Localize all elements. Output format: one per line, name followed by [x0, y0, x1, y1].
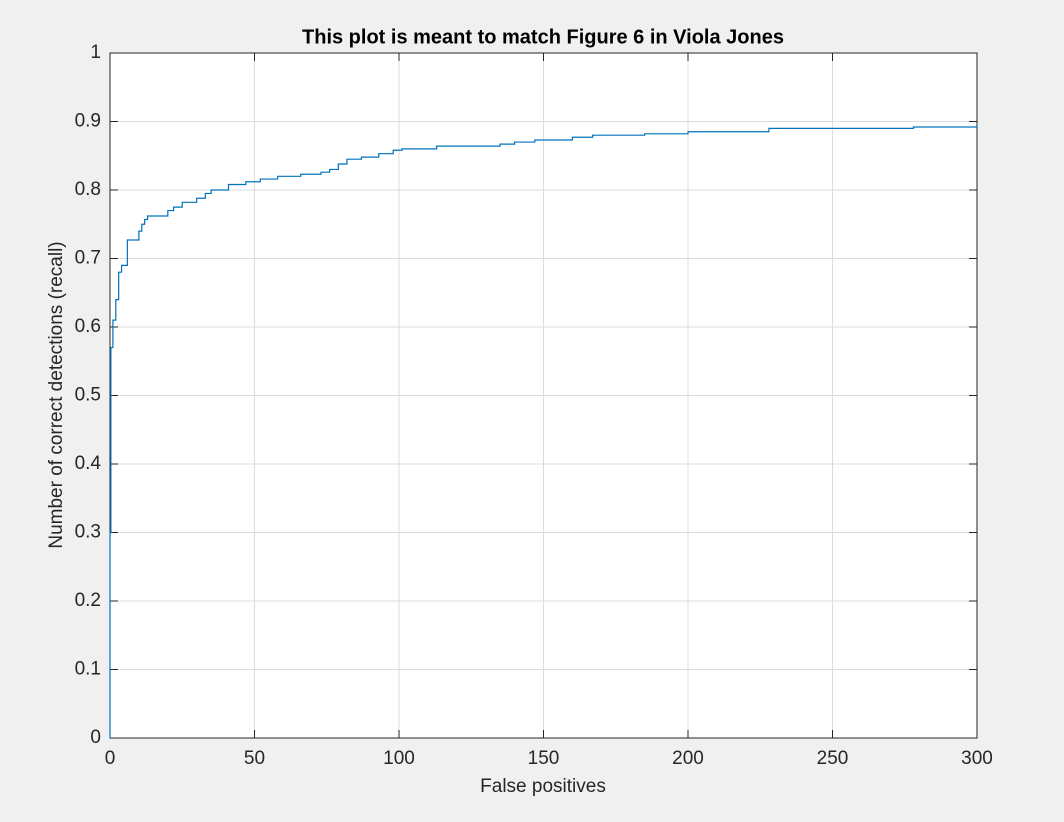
x-axis-label: False positives — [480, 776, 606, 797]
axes-box — [109, 52, 978, 739]
x-tick-label: 50 — [244, 748, 265, 769]
y-tick-label: 1 — [90, 42, 101, 63]
y-tick-label: 0.2 — [75, 590, 101, 611]
y-tick-label: 0.3 — [75, 522, 101, 543]
y-axis-label: Number of correct detections (recall) — [46, 241, 67, 548]
y-tick-label: 0.8 — [75, 179, 101, 200]
chart-title: This plot is meant to match Figure 6 in … — [302, 26, 784, 48]
data-line — [109, 126, 978, 738]
x-tick-label: 100 — [383, 748, 415, 769]
y-tick-label: 0.6 — [75, 316, 101, 337]
y-tick-label: 0.1 — [75, 659, 101, 680]
x-tick-label: 300 — [961, 748, 993, 769]
y-tick-label: 0.7 — [75, 248, 101, 269]
y-tick-label: 0.5 — [75, 385, 101, 406]
x-tick-label: 250 — [817, 748, 849, 769]
y-tick-label: 0.4 — [75, 453, 102, 474]
y-tick-label: 0.9 — [75, 111, 101, 132]
x-tick-label: 0 — [105, 748, 116, 769]
x-tick-label: 150 — [528, 748, 560, 769]
x-tick-label: 200 — [672, 748, 704, 769]
y-tick-label: 0 — [90, 727, 101, 748]
